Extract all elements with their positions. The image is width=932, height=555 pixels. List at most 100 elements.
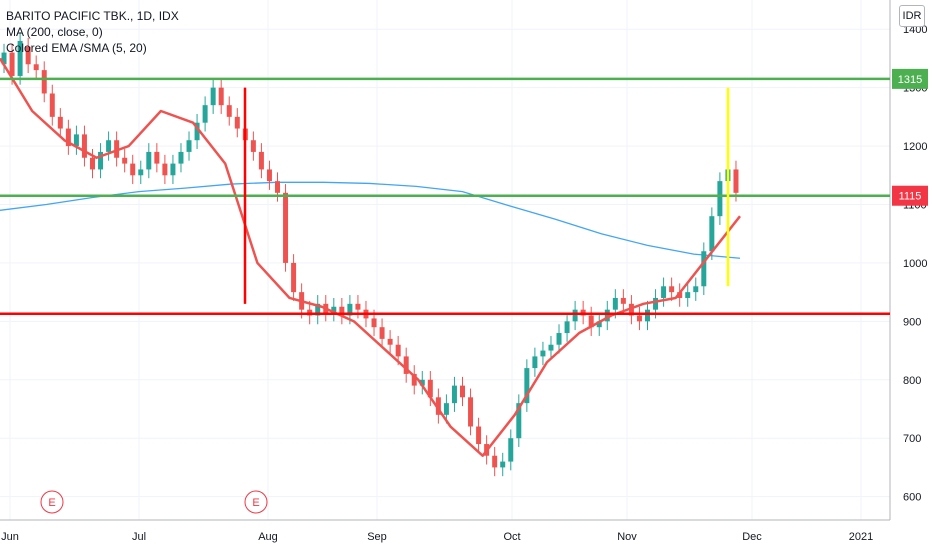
candle-body bbox=[468, 397, 474, 427]
candle-body bbox=[435, 397, 441, 415]
candle-body bbox=[17, 40, 23, 76]
candle-body bbox=[194, 122, 200, 141]
candle-body bbox=[636, 315, 642, 322]
y-tick-label: 700 bbox=[903, 433, 921, 445]
candle-body bbox=[588, 315, 594, 328]
x-tick-label: Jul bbox=[132, 531, 146, 543]
ma-indicator-label: MA (200, close, 0) bbox=[6, 25, 103, 39]
price-label: 1315 bbox=[898, 74, 922, 86]
x-tick-label: Aug bbox=[258, 531, 278, 543]
candle-body bbox=[170, 163, 176, 176]
candle-body bbox=[130, 163, 136, 176]
candle-body bbox=[628, 303, 634, 316]
earnings-marker-label: E bbox=[48, 497, 55, 509]
candle-body bbox=[106, 140, 112, 152]
candle-body bbox=[347, 303, 353, 316]
candle-body bbox=[1, 52, 7, 65]
candle-body bbox=[604, 309, 610, 322]
candle-body bbox=[645, 309, 650, 322]
price-label: 1115 bbox=[899, 191, 922, 203]
candle-body bbox=[339, 306, 345, 316]
y-tick-label: 1200 bbox=[903, 141, 927, 153]
candle-body bbox=[98, 151, 104, 170]
candle-body bbox=[266, 169, 272, 182]
candle-body bbox=[122, 157, 128, 164]
candle-body bbox=[218, 87, 224, 106]
ma200-line bbox=[0, 181, 741, 259]
candle-body bbox=[114, 140, 120, 158]
candle-body bbox=[275, 181, 280, 193]
candle-body bbox=[395, 344, 401, 357]
candle-body bbox=[693, 286, 699, 293]
x-tick-label: 2021 bbox=[849, 531, 873, 543]
earnings-marker bbox=[244, 490, 268, 514]
candle-body bbox=[476, 426, 482, 445]
candle-body bbox=[733, 169, 739, 193]
candle-body bbox=[387, 338, 393, 345]
candle-body bbox=[540, 350, 546, 357]
candle-body bbox=[564, 321, 570, 334]
candle-body bbox=[371, 318, 377, 328]
candle-body bbox=[516, 403, 522, 439]
candle-body bbox=[524, 368, 530, 404]
candle-body bbox=[283, 192, 289, 263]
candle-body bbox=[532, 356, 538, 369]
candle-body bbox=[291, 262, 297, 293]
candle-body bbox=[460, 385, 465, 398]
chart-title: BARITO PACIFIC TBK., 1D, IDX bbox=[6, 9, 179, 23]
y-tick-label: 800 bbox=[903, 375, 921, 387]
candle-body bbox=[685, 292, 691, 298]
candle-body bbox=[500, 461, 506, 468]
candle-body bbox=[9, 52, 15, 76]
price-label-bg bbox=[892, 185, 928, 206]
candle-body bbox=[443, 403, 449, 415]
earnings-marker bbox=[40, 490, 64, 514]
candle-body bbox=[162, 163, 168, 176]
candle-body bbox=[508, 438, 514, 462]
candle-body bbox=[653, 297, 659, 310]
y-tick-label: 1000 bbox=[903, 258, 927, 270]
candle-body bbox=[178, 151, 184, 164]
x-tick-label: Dec bbox=[742, 531, 762, 543]
y-tick-label: 900 bbox=[903, 316, 921, 328]
candle-body bbox=[57, 116, 63, 129]
candle-body bbox=[677, 292, 683, 298]
candle-body bbox=[234, 116, 240, 129]
candle-body bbox=[73, 134, 79, 147]
candle-body bbox=[202, 105, 208, 123]
candle-body bbox=[612, 297, 618, 310]
candle-body bbox=[709, 216, 715, 252]
candle-body bbox=[81, 134, 87, 158]
earnings-marker-label: E bbox=[252, 497, 259, 509]
candle-body bbox=[226, 105, 232, 117]
y-tick-label: 600 bbox=[903, 492, 921, 504]
chart-legend: BARITO PACIFIC TBK., 1D, IDX MA (200, cl… bbox=[6, 8, 179, 56]
ema-indicator-label: Colored EMA /SMA (5, 20) bbox=[6, 41, 147, 55]
candle-body bbox=[669, 286, 675, 293]
candle-body bbox=[427, 379, 433, 398]
candle-body bbox=[33, 64, 39, 71]
candle-body bbox=[146, 151, 152, 170]
candle-body bbox=[596, 321, 602, 328]
candle-body bbox=[661, 286, 667, 298]
candle-body bbox=[138, 169, 144, 176]
candle-body bbox=[379, 327, 385, 339]
candle-body bbox=[25, 46, 31, 65]
candle-body bbox=[492, 455, 498, 468]
candle-body bbox=[411, 373, 417, 386]
candle-body bbox=[41, 70, 47, 94]
candle-body bbox=[65, 128, 71, 147]
candle-body bbox=[258, 151, 264, 170]
currency-button[interactable]: IDR bbox=[899, 5, 925, 27]
candle-body bbox=[701, 251, 707, 287]
candle-body bbox=[419, 379, 425, 386]
candle-body bbox=[451, 385, 457, 404]
x-tick-label: Oct bbox=[503, 531, 520, 543]
candle-body bbox=[210, 87, 216, 106]
candle-body bbox=[331, 306, 337, 313]
candle-body bbox=[49, 93, 55, 117]
x-tick-label: Sep bbox=[367, 531, 387, 543]
x-tick-label: Nov bbox=[617, 531, 637, 543]
